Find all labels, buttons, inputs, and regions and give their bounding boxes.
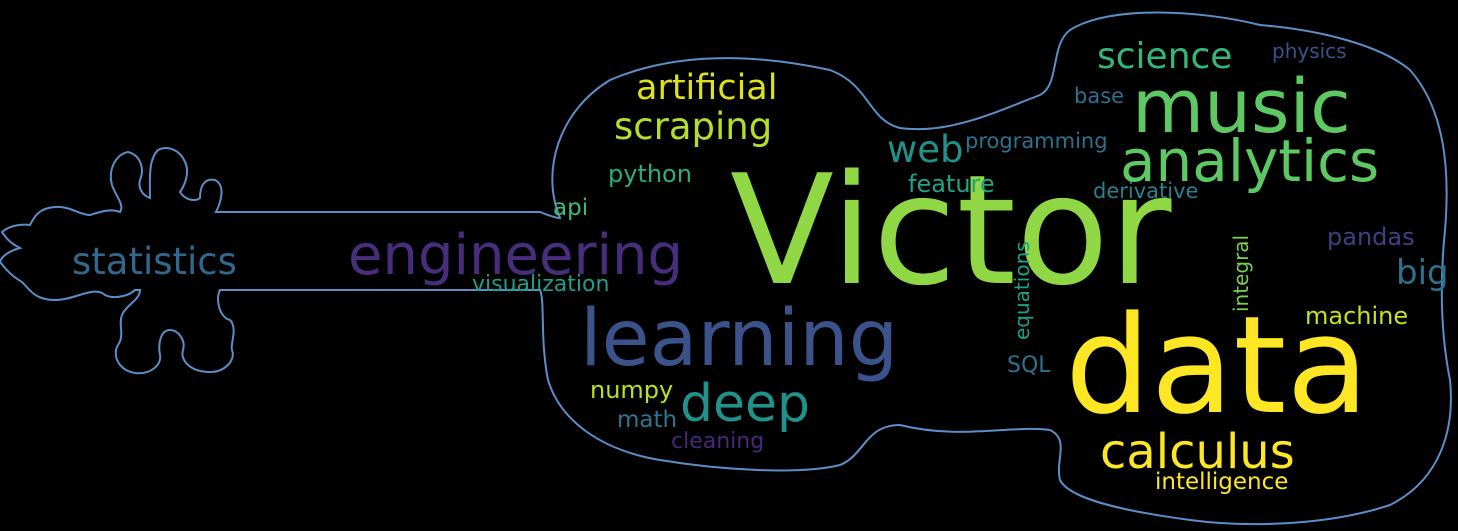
word-machine: machine [1305,302,1409,330]
word-sql: SQL [1007,353,1051,378]
word-deep: deep [680,374,810,434]
word-data: data [1065,287,1370,444]
word-feature: feature [908,170,995,198]
word-music: music [1132,64,1351,150]
word-web: web [887,128,964,171]
word-base: base [1074,84,1125,108]
word-scraping: scraping [614,105,773,148]
word-pandas: pandas [1327,223,1415,251]
violin-silhouette-path [0,11,1452,526]
word-visualization: visualization [472,272,610,297]
word-equations: equations [1010,241,1034,340]
word-derivative: derivative [1093,179,1199,203]
word-python: python [608,160,692,188]
word-intelligence: intelligence [1155,469,1289,495]
word-numpy: numpy [590,376,674,404]
word-math: math [617,407,678,433]
word-integral: integral [1229,234,1253,312]
word-engineering: engineering [348,223,684,288]
word-big: big [1396,253,1449,293]
word-physics: physics [1272,39,1347,63]
word-victor: Victor [730,142,1172,319]
word-calculus: calculus [1100,424,1295,480]
word-api: api [553,195,589,221]
word-statistics: statistics [72,240,237,283]
word-learning: learning [580,294,899,384]
word-science: science [1097,36,1233,77]
word-programming: programming [965,129,1108,153]
word-analytics: analytics [1120,127,1380,195]
word-artificial: artificial [636,68,778,108]
word-cleaning: cleaning [671,429,765,454]
